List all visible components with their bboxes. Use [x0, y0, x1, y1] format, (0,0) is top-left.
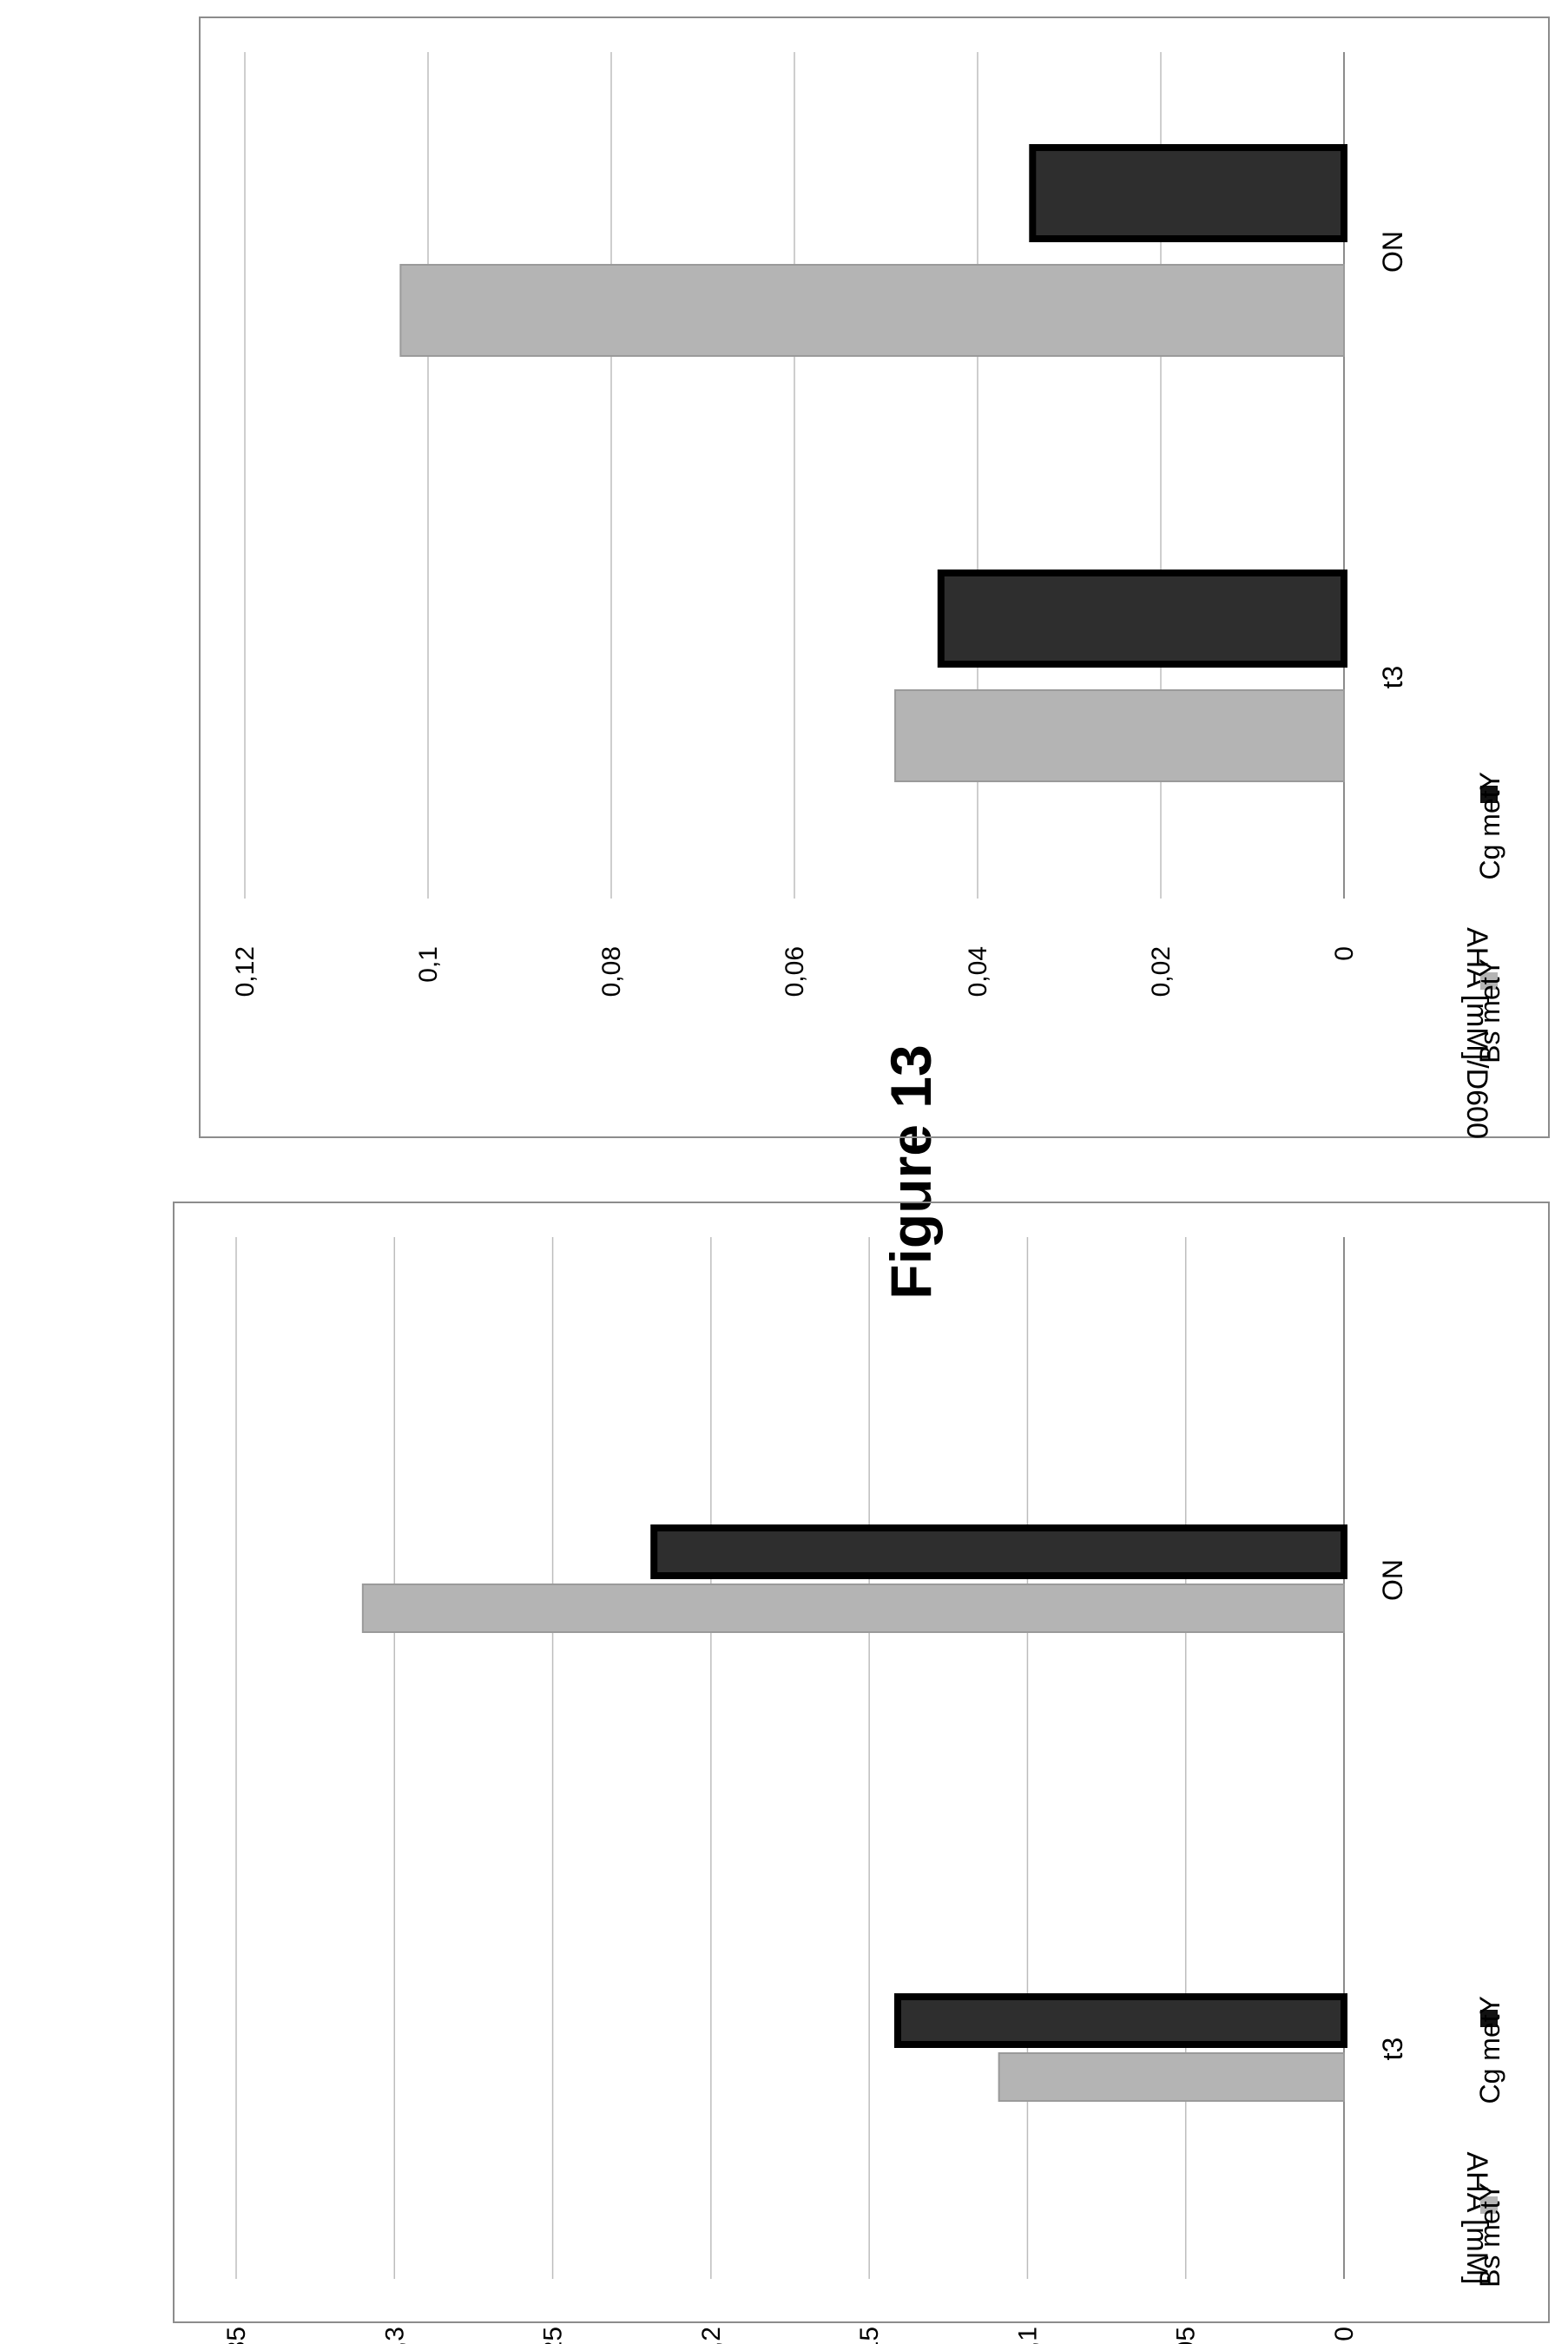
- bar-bs-mety-t3: [998, 2052, 1346, 2102]
- figure-title: Figure 13: [879, 1044, 943, 1299]
- y-tick-label: 0,02: [1147, 946, 1176, 997]
- bar-cg-mety-t3: [937, 570, 1348, 668]
- y-tick-label: 0,05: [1172, 2327, 1201, 2344]
- y-tick-labels: 0 0,05 0,1 0,15 0,2 0,25 0,3 0,35: [222, 2327, 1359, 2344]
- chart-frame: [173, 1202, 1550, 2323]
- category-labels: t3 ON: [1377, 231, 1408, 688]
- bar-bs-mety-t3: [894, 689, 1346, 782]
- category-label: ON: [1377, 1559, 1408, 1601]
- legend-label: Cg metY: [1474, 1996, 1505, 2104]
- category-label: ON: [1377, 231, 1408, 273]
- y-tick-label: 0,1: [1013, 2327, 1042, 2344]
- bar-cg-mety-on: [1029, 144, 1348, 242]
- y-tick-label: 0: [1330, 2327, 1359, 2341]
- legend-swatch-bs-mety: [1480, 972, 1498, 990]
- y-tick-label: 0,08: [597, 946, 626, 997]
- bar-cg-mety-on: [650, 1524, 1347, 1579]
- y-tick-label: 0,12: [231, 946, 260, 997]
- y-tick-label: 0,35: [222, 2327, 251, 2344]
- legend-swatch-cg-mety: [1480, 2010, 1498, 2027]
- bar-cg-mety-t3: [893, 1993, 1348, 2048]
- y-axis-label: AHA [mM]/D600: [1460, 927, 1493, 1139]
- legend-label: Bs metY: [1474, 958, 1505, 1063]
- y-tick-label: 0,1: [414, 946, 443, 983]
- y-tick-label: 0,06: [781, 946, 809, 997]
- bars: [361, 1524, 1348, 2102]
- y-tick-label: 0,3: [380, 2327, 409, 2344]
- chart-aha-mm: 0 0,05 0,1 0,15 0,2 0,25 0,3 0,35 t3 ON AHA [mM]…: [173, 1202, 1550, 2344]
- legend: Bs metY Cg metY: [1474, 1996, 1505, 2288]
- y-tick-label: 0,04: [964, 946, 992, 997]
- bars: [399, 144, 1348, 782]
- chart-frame: [199, 16, 1550, 1138]
- y-tick-labels: 0 0,02 0,04 0,06 0,08 0,1 0,12: [231, 946, 1359, 997]
- bar-bs-mety-on: [361, 1584, 1345, 1633]
- category-label: t3: [1377, 666, 1408, 689]
- legend-swatch-bs-mety: [1480, 2196, 1498, 2214]
- y-tick-label: 0,15: [855, 2327, 884, 2344]
- y-tick-label: 0: [1330, 946, 1359, 961]
- gridlines: [235, 1237, 1345, 2279]
- category-label: t3: [1377, 2038, 1408, 2061]
- legend-label: Bs metY: [1474, 2183, 1505, 2288]
- bar-bs-mety-on: [399, 264, 1346, 357]
- chart-aha-mm-per-d600: 0 0,02 0,04 0,06 0,08 0,1 0,12 t3 ON AHA [mM]/D…: [199, 16, 1550, 1139]
- category-labels: t3 ON: [1377, 1559, 1408, 2060]
- y-tick-label: 0,25: [539, 2327, 568, 2344]
- legend-label: Cg metY: [1474, 772, 1505, 879]
- legend: Bs metY Cg metY: [1474, 772, 1505, 1063]
- y-tick-label: 0,2: [697, 2327, 726, 2344]
- legend-swatch-cg-mety: [1480, 786, 1498, 803]
- y-axis-label: AHA [mM]: [1460, 2151, 1493, 2284]
